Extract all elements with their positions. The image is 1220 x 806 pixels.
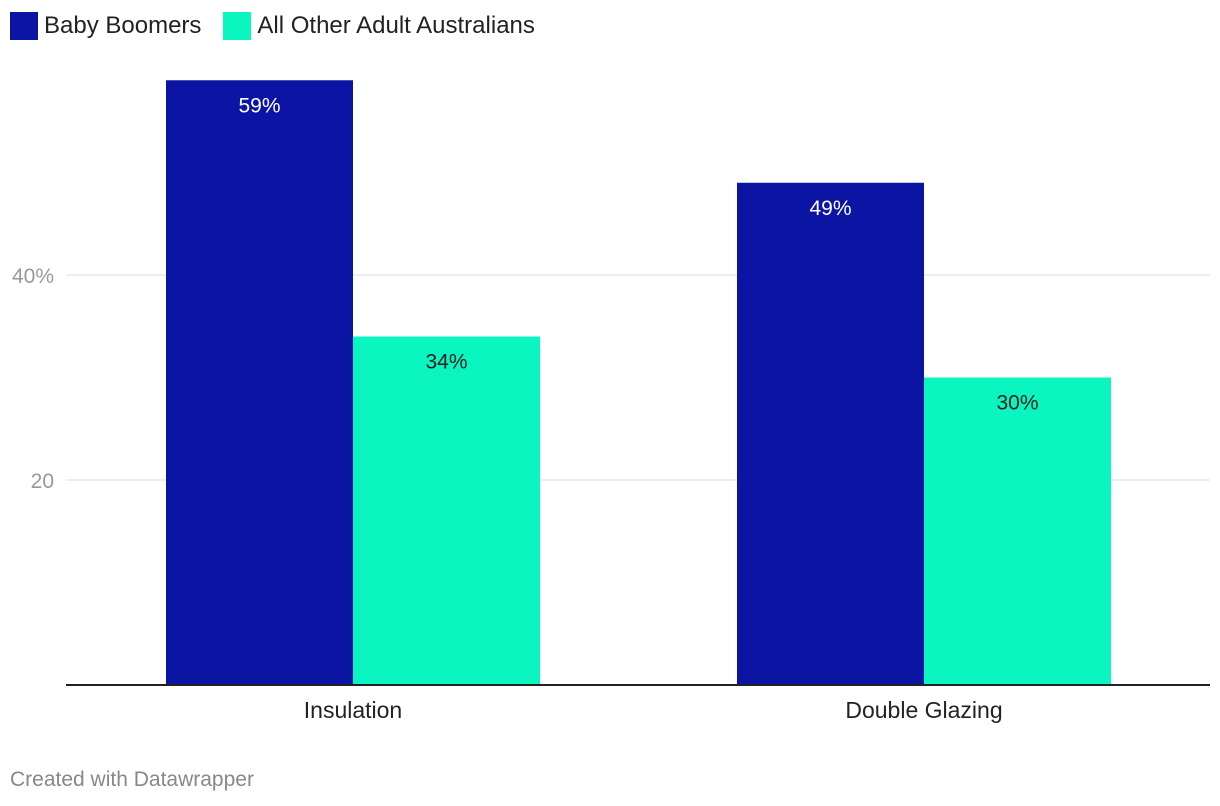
- legend-swatch-baby-boomers: [10, 12, 38, 40]
- bar-chart: 20 40% 59% 34% Insulation 49% 30% Double Glazin…: [12, 80, 1210, 723]
- bar-double-glazing-series-1: [737, 182, 924, 685]
- legend-item-other-adults: All Other Adult Australians: [223, 12, 535, 40]
- data-label-double-glazing-series-1: 49%: [809, 197, 851, 220]
- legend-swatch-other-adults: [223, 12, 252, 40]
- y-tick-label-20: 20: [31, 470, 54, 493]
- legend: Baby Boomers All Other Adult Australians: [10, 12, 557, 40]
- legend-label-other-adults: All Other Adult Australians: [257, 12, 535, 39]
- x-tick-label-insulation: Insulation: [304, 697, 402, 723]
- data-label-insulation-series-2: 34%: [425, 351, 467, 374]
- x-tick-label-double-glazing: Double Glazing: [845, 697, 1002, 723]
- footer-credit: Created with Datawrapper: [10, 768, 254, 791]
- data-label-double-glazing-series-2: 30%: [996, 392, 1038, 415]
- y-tick-label-40: 40%: [12, 265, 54, 288]
- data-label-insulation-series-1: 59%: [238, 94, 280, 117]
- legend-label-baby-boomers: Baby Boomers: [44, 12, 202, 39]
- bar-insulation-series-1: [166, 80, 353, 685]
- legend-item-baby-boomers: Baby Boomers: [10, 12, 201, 40]
- bar-insulation-series-2: [353, 336, 540, 685]
- bar-double-glazing-series-2: [924, 377, 1111, 685]
